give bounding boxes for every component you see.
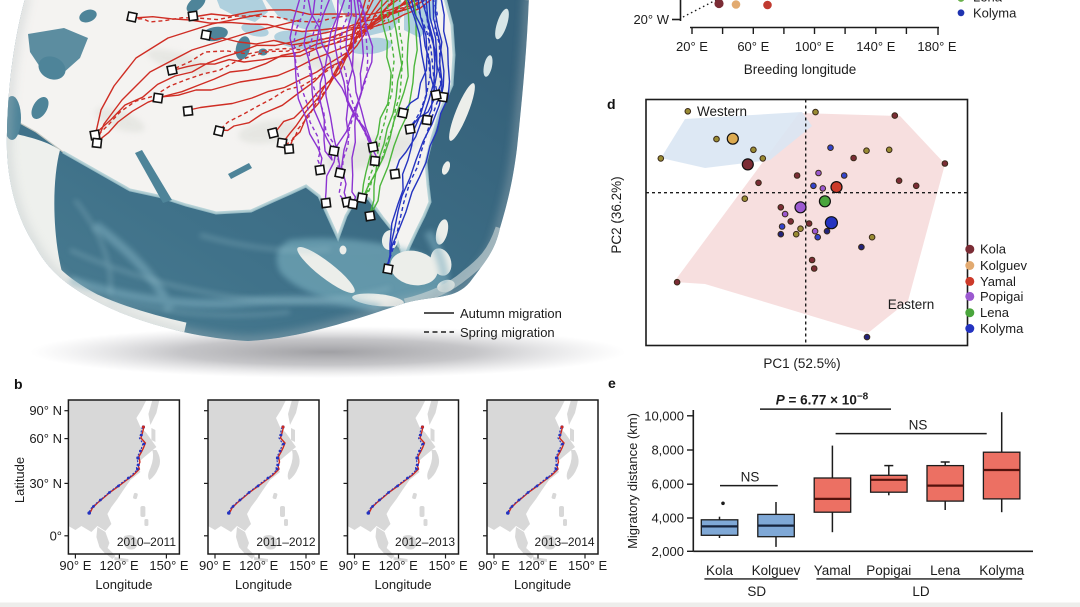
svg-text:Kolyma: Kolyma: [979, 563, 1025, 578]
svg-text:150° E: 150° E: [429, 558, 469, 573]
svg-text:PC2 (36.2%): PC2 (36.2%): [609, 176, 624, 253]
svg-text:Kola: Kola: [980, 242, 1007, 257]
svg-text:60° E: 60° E: [737, 39, 769, 54]
svg-text:NS: NS: [909, 418, 928, 433]
svg-text:2011–2012: 2011–2012: [256, 535, 316, 549]
svg-text:120° E: 120° E: [100, 558, 140, 573]
svg-text:120° E: 120° E: [518, 558, 558, 573]
svg-text:90° E: 90° E: [339, 558, 371, 573]
svg-text:4,000: 4,000: [651, 511, 684, 526]
svg-text:d: d: [607, 96, 616, 112]
svg-text:10,000: 10,000: [644, 408, 684, 423]
svg-text:Western: Western: [697, 104, 747, 119]
svg-text:Lena: Lena: [930, 563, 961, 578]
svg-text:140° E: 140° E: [856, 39, 896, 54]
svg-text:20° E: 20° E: [676, 39, 708, 54]
svg-text:100° E: 100° E: [795, 39, 835, 54]
svg-text:Yamal: Yamal: [980, 274, 1016, 289]
svg-text:180° E: 180° E: [917, 39, 957, 54]
svg-text:Latitude: Latitude: [12, 457, 27, 503]
svg-text:PC1 (52.5%): PC1 (52.5%): [763, 356, 840, 371]
svg-text:90° N: 90° N: [29, 403, 62, 418]
svg-text:Kolguev: Kolguev: [752, 563, 801, 578]
svg-text:Eastern: Eastern: [888, 297, 935, 312]
svg-text:Kolyma: Kolyma: [980, 321, 1024, 336]
svg-text:90° E: 90° E: [478, 558, 510, 573]
svg-text:150° E: 150° E: [568, 558, 608, 573]
svg-text:Migratory distance (km): Migratory distance (km): [625, 413, 640, 549]
svg-text:Breeding longitude: Breeding longitude: [744, 62, 857, 77]
svg-text:Lena: Lena: [980, 305, 1010, 320]
svg-text:b: b: [14, 376, 23, 392]
svg-text:Kola: Kola: [706, 563, 734, 578]
svg-text:Popigai: Popigai: [980, 289, 1023, 304]
svg-text:2010–2011: 2010–2011: [117, 535, 177, 549]
svg-text:LD: LD: [912, 584, 930, 599]
svg-text:Longitude: Longitude: [374, 577, 431, 592]
svg-text:Longitude: Longitude: [235, 577, 292, 592]
svg-text:30° N: 30° N: [29, 476, 62, 491]
svg-text:Yamal: Yamal: [814, 563, 851, 578]
svg-text:150° E: 150° E: [289, 558, 329, 573]
svg-text:150° E: 150° E: [149, 558, 189, 573]
svg-text:120° E: 120° E: [379, 558, 419, 573]
svg-text:2013–2014: 2013–2014: [535, 535, 595, 549]
svg-text:P = 6.77 × 10−8: P = 6.77 × 10−8: [776, 391, 869, 408]
svg-text:Autumn migration: Autumn migration: [460, 306, 562, 321]
svg-text:2012–2013: 2012–2013: [395, 535, 455, 549]
svg-text:Popigai: Popigai: [866, 563, 911, 578]
svg-text:120° E: 120° E: [239, 558, 279, 573]
svg-text:Spring migration: Spring migration: [460, 325, 555, 340]
svg-text:6,000: 6,000: [651, 477, 684, 492]
svg-text:2,000: 2,000: [651, 544, 684, 559]
svg-text:Kolguev: Kolguev: [980, 258, 1027, 273]
svg-text:Kolyma: Kolyma: [973, 6, 1017, 21]
svg-text:SD: SD: [747, 584, 766, 599]
svg-text:e: e: [608, 375, 616, 391]
svg-text:20° W: 20° W: [633, 12, 669, 27]
svg-text:60° N: 60° N: [29, 431, 62, 446]
svg-text:8,000: 8,000: [651, 443, 684, 458]
svg-text:NS: NS: [741, 470, 760, 485]
svg-text:90° E: 90° E: [59, 558, 91, 573]
svg-text:Lena: Lena: [973, 0, 1003, 5]
svg-text:Longitude: Longitude: [514, 577, 571, 592]
svg-text:90° E: 90° E: [199, 558, 231, 573]
svg-text:Longitude: Longitude: [95, 577, 152, 592]
svg-text:0°: 0°: [50, 528, 62, 543]
